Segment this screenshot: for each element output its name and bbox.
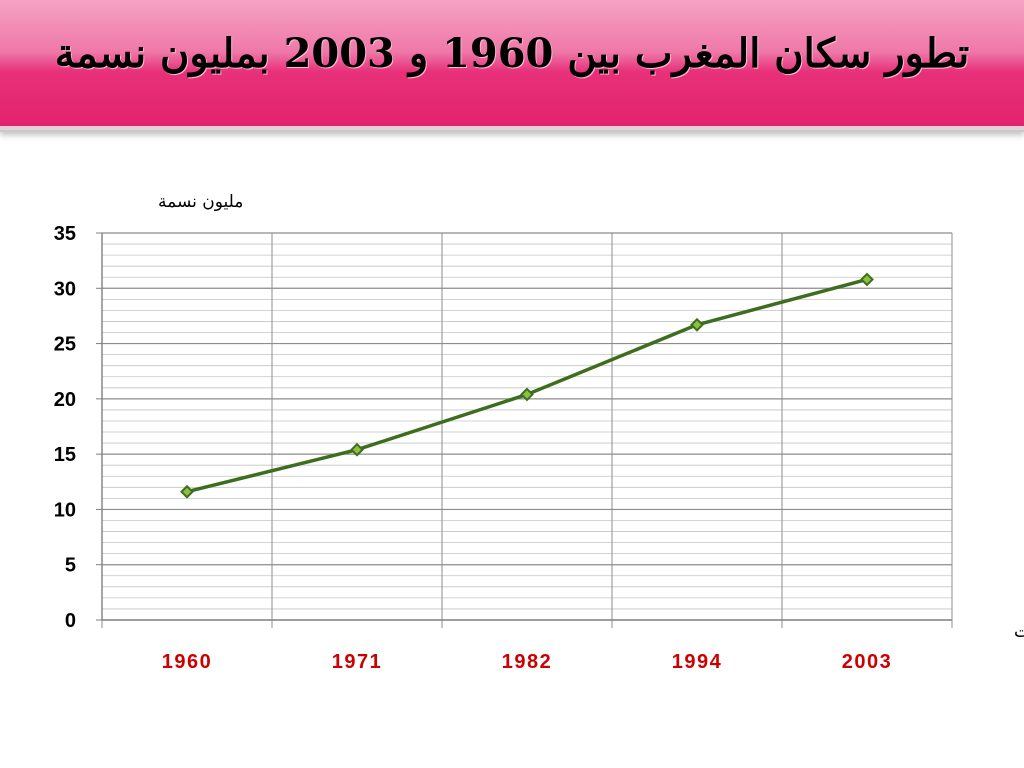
y-tick-label: 15 bbox=[54, 444, 76, 466]
x-tick-labels: 1960 1971 1982 1994 2003 bbox=[162, 651, 893, 673]
title-banner: تطور سكان المغرب بين 1960 و 2003 بمليون … bbox=[0, 0, 1024, 132]
data-point-marker bbox=[350, 442, 364, 457]
x-axis-label: السنوات bbox=[1014, 622, 1024, 642]
grid-lines bbox=[101, 232, 953, 620]
y-tick-labels: 0 5 10 15 20 25 30 35 bbox=[54, 223, 76, 632]
axes bbox=[96, 232, 953, 628]
y-tick-label: 10 bbox=[54, 499, 76, 521]
data-point-marker bbox=[180, 484, 194, 499]
y-tick-label: 35 bbox=[54, 223, 76, 245]
data-point-marker bbox=[520, 387, 534, 402]
series bbox=[180, 272, 874, 499]
x-tick-label: 1971 bbox=[332, 651, 383, 673]
y-tick-label: 25 bbox=[54, 334, 76, 356]
x-tick-label: 1960 bbox=[162, 651, 213, 673]
data-point-marker bbox=[690, 317, 704, 332]
y-tick-label: 20 bbox=[54, 389, 76, 411]
series-line bbox=[186, 277, 868, 494]
x-tick-label: 1994 bbox=[672, 651, 723, 673]
y-axis-label: مليون نسمة bbox=[158, 192, 243, 212]
slide-title: تطور سكان المغرب بين 1960 و 2003 بمليون … bbox=[54, 30, 970, 77]
y-tick-label: 5 bbox=[65, 555, 76, 577]
y-tick-label: 30 bbox=[54, 278, 76, 300]
x-tick-label: 1982 bbox=[502, 651, 553, 673]
data-point-marker bbox=[860, 272, 874, 287]
y-tick-label: 0 bbox=[65, 610, 76, 632]
x-tick-label: 2003 bbox=[842, 651, 893, 673]
